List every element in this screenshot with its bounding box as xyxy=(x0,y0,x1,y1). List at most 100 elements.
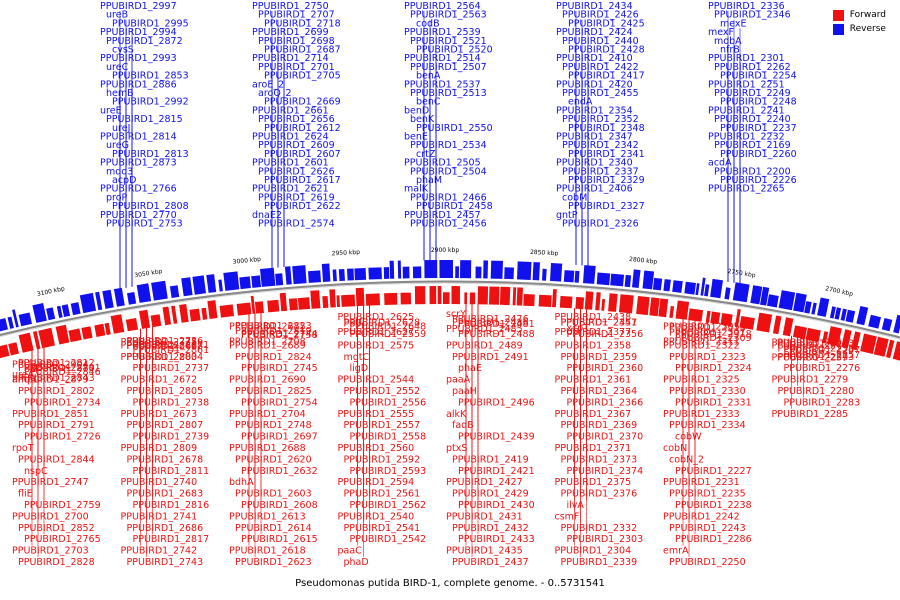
forward-feature xyxy=(705,310,711,323)
reverse-feature-label: codB xyxy=(416,18,440,29)
forward-feature-label: PPUBIRD1_2608 xyxy=(241,500,318,511)
forward-feature-label: ttgS xyxy=(24,362,44,373)
forward-feature xyxy=(523,294,535,307)
legend-reverse-label: Reverse xyxy=(849,24,886,34)
forward-feature-label: PPUBIRD1_2435 xyxy=(446,546,523,557)
forward-feature xyxy=(162,306,172,326)
forward-feature-label: PPUBIRD1_2311 xyxy=(663,337,740,348)
forward-feature-label: PPUBIRD1_2243 xyxy=(669,523,746,534)
reverse-feature-label: PPUBIRD1_2326 xyxy=(562,219,639,230)
reverse-feature-label: PPUBIRD1_2466 xyxy=(410,192,487,203)
reverse-feature-label: PPUBIRD1_2440 xyxy=(562,36,639,47)
forward-feature-label: PPUBIRD1_2257 xyxy=(784,350,861,361)
reverse-feature-label: mqo3 xyxy=(106,166,133,177)
forward-feature-label: ureA xyxy=(12,370,35,381)
forward-feature-label: PPUBIRD1_2759 xyxy=(24,500,101,511)
forward-feature-label: PPUBIRD1_2276 xyxy=(784,363,861,374)
reverse-feature-label: PPUBIRD1_2169 xyxy=(714,140,791,151)
forward-feature xyxy=(552,289,557,308)
reverse-feature-label: benA xyxy=(416,71,441,82)
forward-feature-label: PPUBIRD1_2620 xyxy=(235,454,312,465)
forward-feature xyxy=(669,306,675,318)
reverse-feature xyxy=(127,292,137,305)
forward-feature-label: PPUBIRD1_2304 xyxy=(555,546,632,557)
forward-feature-label: paaA xyxy=(446,375,471,386)
forward-feature-label: PPUBIRD1_2374 xyxy=(567,466,644,477)
forward-feature-label: xcpT xyxy=(567,323,590,334)
forward-feature xyxy=(150,314,162,328)
forward-feature-label: PPUBIRD1_2376 xyxy=(561,489,638,500)
forward-feature-label: ligD xyxy=(350,363,369,374)
reverse-feature xyxy=(704,284,710,297)
forward-feature xyxy=(68,328,82,343)
forward-feature-label: PPUBIRD1_2734 xyxy=(24,397,101,408)
forward-feature xyxy=(756,312,773,333)
reverse-feature-label: PPUBIRD1_2352 xyxy=(562,114,639,125)
forward-feature-label: PPUBIRD1_2686 xyxy=(127,523,204,534)
reverse-feature-label: PPUBIRD1_2563 xyxy=(410,10,487,21)
reverse-feature-label: PPUBIRD1_2265 xyxy=(708,184,785,195)
forward-feature xyxy=(608,293,618,312)
reverse-feature-label: PPUBIRD1_2341 xyxy=(568,149,645,160)
reverse-feature-label: PPUBIRD1_2455 xyxy=(562,88,639,99)
reverse-feature xyxy=(700,277,706,296)
reverse-feature-label: PPUBIRD1_2340 xyxy=(556,158,633,169)
reverse-feature-label: PPUBIRD1_2992 xyxy=(112,97,189,108)
forward-feature xyxy=(489,286,500,305)
reverse-feature-label: benC xyxy=(416,97,441,108)
forward-feature-label: PPUBIRD1_2615 xyxy=(241,534,318,545)
forward-feature-label: PPUBIRD1_2488 xyxy=(458,329,535,340)
forward-feature xyxy=(469,292,476,305)
reverse-feature-label: PPUBIRD1_2254 xyxy=(720,71,797,82)
forward-feature-label: PPUBIRD1_2671 xyxy=(133,340,210,351)
forward-feature-label: PPUBIRD1_2332 xyxy=(561,523,638,534)
reverse-feature-label: PPUBIRD1_2417 xyxy=(568,71,645,82)
forward-feature-label: PPUBIRD1_2559 xyxy=(350,329,427,340)
reverse-feature-label: PPUBIRD1_2347 xyxy=(556,132,633,143)
forward-feature-label: PPUBIRD1_2324 xyxy=(675,363,752,374)
forward-feature-label: PPUBIRD1_2419 xyxy=(452,454,529,465)
forward-feature xyxy=(827,326,842,347)
forward-feature-label: PPUBIRD1_2231 xyxy=(663,477,740,488)
scale-label: 3000 kbp xyxy=(232,256,261,266)
forward-feature xyxy=(860,333,877,354)
reverse-feature-label: PPUBIRD1_2669 xyxy=(264,97,341,108)
forward-feature-label: PPUBIRD1_2632 xyxy=(241,466,318,477)
reverse-feature xyxy=(596,272,611,286)
forward-feature-label: bdhA xyxy=(229,477,254,488)
reverse-feature-label: PPUBIRD1_2342 xyxy=(562,140,639,151)
reverse-feature-label: PPUBIRD1_2612 xyxy=(264,123,341,134)
forward-feature-label: PPUBIRD1_2305 xyxy=(663,322,740,333)
forward-feature xyxy=(649,297,660,317)
forward-feature xyxy=(110,314,125,334)
forward-feature-label: PPUBIRD1_2819 xyxy=(235,326,312,337)
forward-feature-label: PPUBIRD1_2851 xyxy=(12,409,89,420)
reverse-feature xyxy=(70,302,81,316)
forward-feature-label: PPUBIRD1_2283 xyxy=(784,397,861,408)
reverse-feature-label: PPUBIRD1_2699 xyxy=(252,27,329,38)
reverse-feature xyxy=(811,302,817,315)
forward-feature-label: PPUBIRD1_2627 xyxy=(338,327,415,338)
forward-feature-label: PPUBIRD1_2273 xyxy=(778,352,855,363)
forward-feature-label: PPUBIRD1_2330 xyxy=(669,386,746,397)
reverse-feature xyxy=(845,309,856,323)
forward-feature-label: PPUBIRD1_2747 xyxy=(12,477,89,488)
forward-feature-label: PPUBIRD1_2754 xyxy=(241,397,318,408)
forward-feature-label: PPUBIRD1_2371 xyxy=(555,443,632,454)
reverse-feature-label: PPUBIRD1_2813 xyxy=(112,149,189,160)
reverse-feature-label: PPUBIRD1_2995 xyxy=(112,18,189,29)
forward-feature xyxy=(636,296,650,316)
reverse-feature-label: PPUBIRD1_2814 xyxy=(100,132,177,143)
forward-feature-label: PPUBIRD1_2555 xyxy=(338,409,415,420)
reverse-feature xyxy=(18,312,32,327)
forward-feature-label: PPUBIRD1_2561 xyxy=(344,489,421,500)
forward-feature-label: PPUBIRD1_2556 xyxy=(350,397,427,408)
forward-feature xyxy=(429,286,437,305)
forward-feature-label: PPUBIRD1_2369 xyxy=(561,420,638,431)
reverse-feature-label: PPUBIRD1_2241 xyxy=(708,105,785,116)
forward-feature-label: PPUBIRD1_2628 xyxy=(344,318,421,329)
forward-feature-label: PPUBIRD1_2431 xyxy=(446,511,523,522)
forward-feature xyxy=(822,331,829,344)
reverse-feature-label: PPUBIRD1_2232 xyxy=(708,132,785,143)
forward-feature-label: PPUBIRD1_2904 xyxy=(12,360,89,371)
